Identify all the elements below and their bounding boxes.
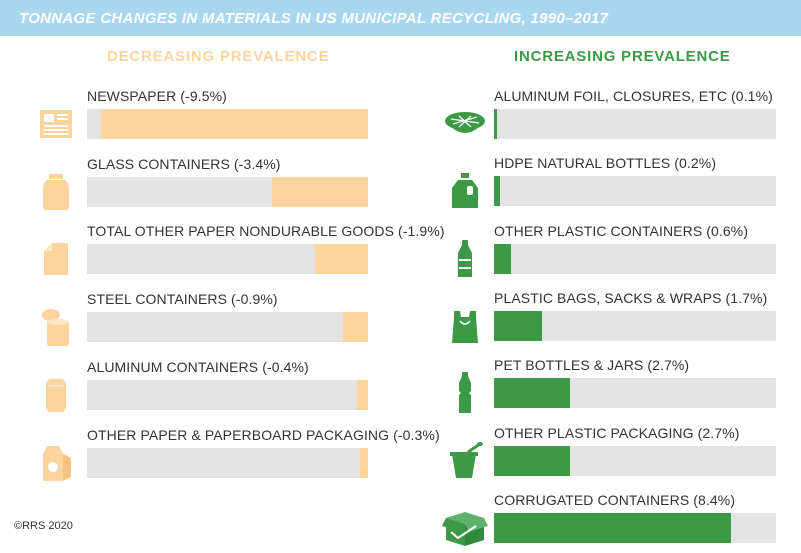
- bar: [101, 109, 368, 139]
- increasing-row: CORRUGATED CONTAINERS (8.4%): [494, 492, 776, 544]
- decreasing-heading: DECREASING PREVALENCE: [107, 48, 330, 65]
- aluminum-can-icon: [44, 377, 68, 418]
- bar-track: [87, 109, 368, 139]
- bar-label: TOTAL OTHER PAPER NONDURABLE GOODS (-1.9…: [87, 223, 445, 240]
- decreasing-row: ALUMINUM CONTAINERS (-0.4%): [87, 359, 368, 411]
- decreasing-row: STEEL CONTAINERS (-0.9%): [87, 291, 368, 343]
- plastic-bottle-icon: [456, 239, 474, 284]
- increasing-row: PET BOTTLES & JARS (2.7%): [494, 357, 776, 409]
- chart-title: TONNAGE CHANGES IN MATERIALS IN US MUNIC…: [19, 10, 609, 27]
- bar-track: [494, 445, 776, 476]
- plastic-bag-icon: [450, 307, 480, 350]
- corrugated-box-icon: [442, 508, 488, 553]
- bar-label: PET BOTTLES & JARS (2.7%): [494, 357, 690, 374]
- bar-track: [87, 176, 368, 207]
- increasing-row: PLASTIC BAGS, SACKS & WRAPS (1.7%): [494, 290, 776, 342]
- bar-label: HDPE NATURAL BOTTLES (0.2%): [494, 155, 717, 172]
- bar-label: ALUMINUM CONTAINERS (-0.4%): [87, 358, 309, 375]
- bar: [494, 512, 731, 543]
- bar-track: [494, 109, 776, 139]
- bar-label: ALUMINUM FOIL, CLOSURES, ETC (0.1%): [494, 88, 773, 104]
- bar: [494, 445, 571, 476]
- steel-can-icon: [39, 307, 73, 352]
- increasing-heading: INCREASING PREVALENCE: [514, 48, 731, 65]
- increasing-row: OTHER PLASTIC PACKAGING (2.7%): [494, 425, 776, 477]
- bar-label: CORRUGATED CONTAINERS (8.4%): [494, 491, 736, 508]
- decreasing-row: OTHER PAPER & PAPERBOARD PACKAGING (-0.3…: [87, 427, 440, 479]
- paper-sheet-icon: [42, 241, 70, 282]
- glass-jar-icon: [41, 173, 71, 216]
- bar-label: OTHER PAPER & PAPERBOARD PACKAGING (-0.3…: [87, 426, 440, 443]
- decreasing-row: NEWSPAPER (-9.5%): [87, 88, 368, 140]
- bar: [494, 378, 571, 409]
- bar-track: [87, 447, 368, 478]
- bar-label: NEWSPAPER (-9.5%): [87, 88, 227, 104]
- title-bar: TONNAGE CHANGES IN MATERIALS IN US MUNIC…: [0, 0, 801, 36]
- bar: [359, 447, 368, 478]
- bar: [272, 176, 368, 207]
- bar: [494, 176, 500, 207]
- bar-track: [494, 378, 776, 409]
- bar-label: GLASS CONTAINERS (-3.4%): [87, 155, 281, 172]
- foil-tray-icon: [443, 109, 487, 144]
- yogurt-cup-icon: [446, 441, 484, 485]
- bar: [356, 379, 368, 410]
- decreasing-row: GLASS CONTAINERS (-3.4%): [87, 156, 368, 208]
- bar-track: [87, 244, 368, 275]
- bar-track: [494, 243, 776, 274]
- bar-track: [494, 176, 776, 207]
- increasing-row: OTHER PLASTIC CONTAINERS (0.6%): [494, 223, 776, 275]
- bar-label: OTHER PLASTIC CONTAINERS (0.6%): [494, 222, 749, 239]
- decreasing-row: TOTAL OTHER PAPER NONDURABLE GOODS (-1.9…: [87, 223, 445, 275]
- copyright: ©RRS 2020: [14, 520, 73, 532]
- increasing-row: HDPE NATURAL BOTTLES (0.2%): [494, 155, 776, 207]
- paper-bag-icon: [39, 444, 73, 487]
- bar-track: [87, 379, 368, 410]
- bar-track: [494, 310, 776, 341]
- bar-label: PLASTIC BAGS, SACKS & WRAPS (1.7%): [494, 289, 768, 306]
- bar: [494, 243, 511, 274]
- bar: [494, 310, 542, 341]
- milk-jug-icon: [450, 172, 480, 215]
- newspaper-icon: [38, 106, 74, 147]
- pet-bottle-icon: [456, 371, 474, 420]
- bar: [314, 244, 368, 275]
- bar-track: [494, 512, 776, 543]
- increasing-row: ALUMINUM FOIL, CLOSURES, ETC (0.1%): [494, 88, 776, 140]
- bar-track: [87, 312, 368, 343]
- bar-label: OTHER PLASTIC PACKAGING (2.7%): [494, 424, 740, 441]
- bar-label: STEEL CONTAINERS (-0.9%): [87, 291, 278, 308]
- bar: [494, 109, 497, 139]
- bar: [342, 312, 368, 343]
